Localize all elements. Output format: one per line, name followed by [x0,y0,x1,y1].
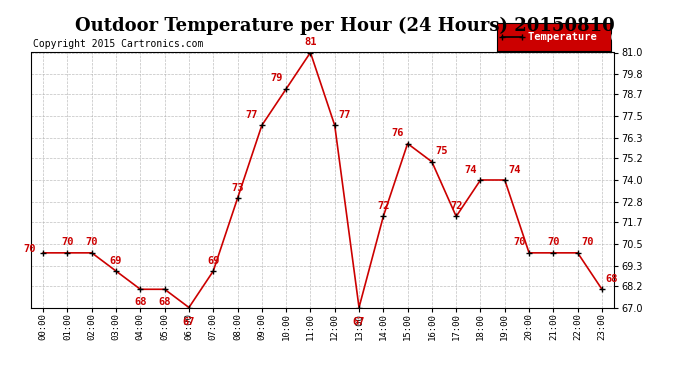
Text: 67: 67 [353,316,365,327]
Text: 74: 74 [464,165,477,174]
Text: 75: 75 [435,146,448,156]
Text: 76: 76 [391,128,404,138]
Text: 70: 70 [23,244,36,254]
Text: 70: 70 [547,237,560,248]
Text: 70: 70 [581,237,594,248]
Text: 77: 77 [246,110,258,120]
Text: 77: 77 [338,110,351,120]
Text: 72: 72 [450,201,462,211]
Text: Temperature  (°F): Temperature (°F) [528,32,634,42]
Text: Copyright 2015 Cartronics.com: Copyright 2015 Cartronics.com [33,39,204,50]
Text: Outdoor Temperature per Hour (24 Hours) 20150810: Outdoor Temperature per Hour (24 Hours) … [75,17,615,35]
Text: 70: 70 [61,237,74,248]
Text: 69: 69 [110,256,122,266]
Text: 67: 67 [183,316,195,327]
Text: 74: 74 [509,165,521,174]
Text: 68: 68 [159,297,171,307]
Text: 69: 69 [207,256,219,266]
Text: 73: 73 [231,183,244,193]
Text: 68: 68 [606,274,618,284]
Text: 79: 79 [270,74,282,84]
Text: 70: 70 [513,237,525,248]
Text: 68: 68 [134,297,146,307]
Text: 72: 72 [377,201,390,211]
Text: 70: 70 [86,237,98,248]
Text: 81: 81 [304,37,317,47]
